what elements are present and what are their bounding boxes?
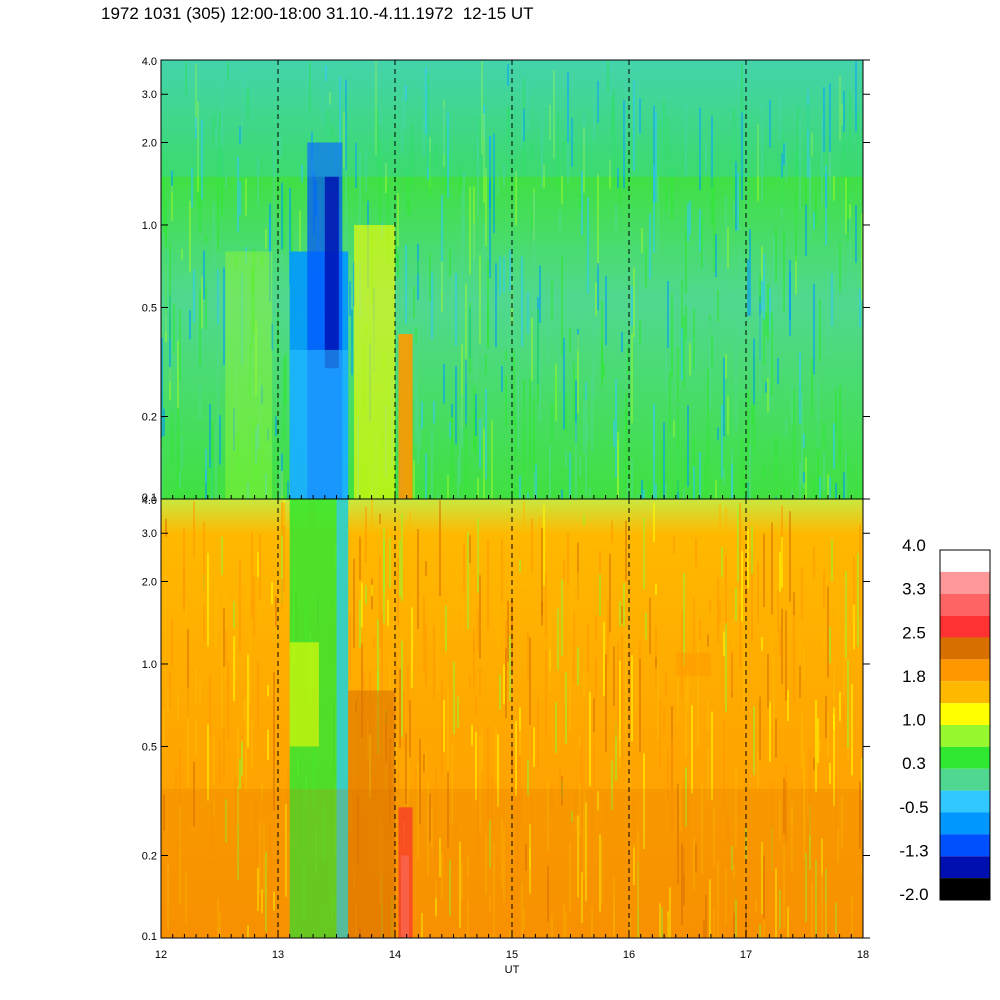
colorbar-swatch: [940, 615, 990, 638]
y-tick-label-lower: 2.0: [142, 576, 157, 588]
chart-title: 1972 1031 (305) 12:00-18:00 31.10.-4.11.…: [101, 4, 534, 23]
y-tick-label-lower: 0.1: [142, 931, 157, 943]
colorbar-swatch: [940, 878, 990, 900]
colorbar-label: 1.8: [902, 667, 926, 686]
y-tick-label-upper: 2.0: [142, 137, 157, 149]
x-tick-label: 12: [155, 949, 167, 961]
colorbar-swatch: [940, 681, 990, 704]
colorbar-swatch: [940, 703, 990, 725]
colorbar-swatch: [940, 768, 990, 791]
colorbar-label: 2.5: [902, 623, 926, 642]
y-tick-label-lower: 3.0: [142, 528, 157, 540]
x-tick-label: 13: [272, 949, 284, 961]
colorbar-swatch: [940, 571, 990, 594]
colorbar-label: -0.5: [899, 798, 928, 817]
y-tick-label-upper: 1.0: [142, 220, 157, 232]
colorbar-swatch: [940, 637, 990, 660]
y-tick-label-lower: 0.5: [142, 741, 157, 753]
y-tick-label-lower: 1.0: [142, 659, 157, 671]
colorbar-swatch: [940, 659, 990, 682]
colorbar-swatch: [940, 746, 990, 769]
y-tick-label-upper: 0.5: [142, 302, 157, 314]
colorbar-swatch: [940, 790, 990, 813]
colorbar: 4.0 3.3 2.5 1.8 1.0 0.3 -0.5 -1.3 -2.0: [899, 536, 991, 904]
colorbar-label: 3.3: [902, 580, 926, 599]
x-tick-label: 16: [623, 949, 635, 961]
y-tick-label-upper: 0.2: [142, 412, 157, 424]
colorbar-swatch: [940, 834, 990, 857]
x-tick-label: 18: [857, 949, 869, 961]
x-axis-label: UT: [505, 964, 520, 976]
y-tick-label-upper: 0.1: [142, 492, 157, 504]
colorbar-swatch: [940, 725, 990, 747]
spectrogram-panel-lower: [160, 498, 864, 939]
colorbar-label: -1.3: [899, 841, 928, 860]
colorbar-swatch: [940, 856, 990, 879]
colorbar-swatch: [940, 550, 990, 572]
spectrogram-panel-upper: [160, 59, 864, 500]
y-tick-label-lower: 0.2: [142, 851, 157, 863]
colorbar-swatch: [940, 812, 990, 835]
x-tick-label: 15: [506, 949, 518, 961]
colorbar-label: 1.0: [902, 711, 926, 730]
y-tick-label-upper: 3.0: [142, 89, 157, 101]
y-tick-label-upper: 4.0: [142, 56, 157, 68]
colorbar-swatch: [940, 593, 990, 616]
colorbar-label: -2.0: [899, 885, 928, 904]
colorbar-label: 0.3: [902, 754, 926, 773]
y-tick-label-lower: 4.0: [142, 495, 157, 507]
colorbar-label: 4.0: [902, 536, 926, 555]
x-tick-label: 17: [740, 949, 752, 961]
x-tick-label: 14: [389, 949, 401, 961]
